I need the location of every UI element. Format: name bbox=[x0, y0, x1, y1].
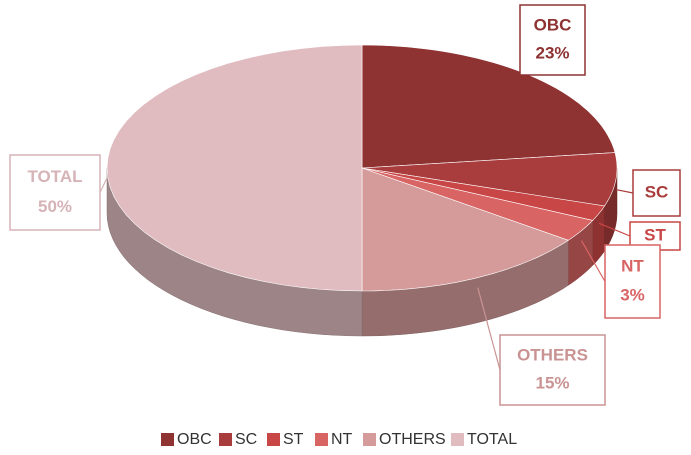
label-box bbox=[604, 244, 661, 319]
label-box bbox=[519, 4, 586, 76]
legend-swatch bbox=[363, 433, 376, 446]
label-value: 23% bbox=[535, 43, 569, 62]
label-box bbox=[632, 169, 681, 217]
legend-label: ST bbox=[283, 431, 304, 448]
slice bbox=[361, 167, 569, 292]
label-name: OBC bbox=[534, 15, 572, 34]
label-value: 50% bbox=[38, 197, 72, 216]
legend-swatch bbox=[161, 433, 174, 446]
legend-label: OTHERS bbox=[379, 431, 446, 448]
legend-swatch bbox=[267, 433, 280, 446]
label-value: 15% bbox=[535, 373, 569, 392]
label-box bbox=[499, 334, 606, 406]
slice bbox=[106, 44, 363, 292]
slice bbox=[361, 167, 605, 221]
slice bbox=[361, 167, 594, 241]
label-name: SC bbox=[645, 182, 669, 201]
legend-swatch bbox=[451, 433, 464, 446]
slice bbox=[361, 152, 618, 207]
leader-line bbox=[477, 287, 501, 371]
leader-line bbox=[99, 177, 108, 193]
label-name: ST bbox=[644, 225, 666, 244]
legend-label: OBC bbox=[177, 431, 212, 448]
leader-line bbox=[580, 240, 606, 282]
label-name: TOTAL bbox=[27, 167, 82, 186]
legend-label: SC bbox=[235, 431, 257, 448]
label-name: OTHERS bbox=[517, 345, 588, 364]
label-value: 3% bbox=[620, 286, 645, 305]
label-box bbox=[9, 154, 101, 231]
legend-label: NT bbox=[331, 431, 353, 448]
legend-swatch bbox=[315, 433, 328, 446]
label-name: NT bbox=[621, 256, 644, 275]
legend-swatch bbox=[219, 433, 232, 446]
leader-line bbox=[615, 188, 634, 194]
legend-label: TOTAL bbox=[467, 431, 517, 448]
leader-line bbox=[598, 222, 631, 237]
